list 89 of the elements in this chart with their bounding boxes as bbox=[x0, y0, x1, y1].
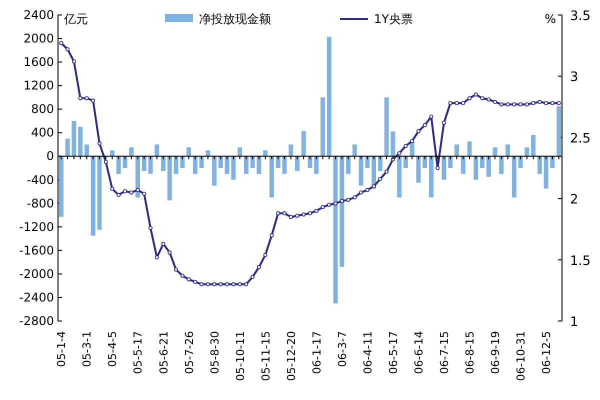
y-tick-label: -400 bbox=[26, 172, 54, 187]
y2-tick-label: 3.5 bbox=[570, 9, 591, 24]
bar bbox=[192, 156, 198, 174]
bar bbox=[480, 156, 484, 168]
bar bbox=[212, 156, 217, 186]
bar bbox=[352, 144, 357, 156]
bar bbox=[116, 156, 121, 174]
legend-label: 1Y央票 bbox=[374, 12, 413, 26]
bar bbox=[167, 156, 172, 200]
x-tick-label: 06-12-5 bbox=[540, 331, 554, 374]
bar bbox=[454, 144, 459, 156]
y-tick-label: 2000 bbox=[23, 32, 54, 46]
x-tick-label: 06-4-11 bbox=[361, 331, 374, 374]
y-tick-label: -800 bbox=[26, 196, 54, 210]
bar bbox=[154, 144, 160, 156]
y-tick-label: 800 bbox=[31, 102, 54, 116]
bar bbox=[244, 156, 248, 174]
x-tick-label: 05-10-11 bbox=[234, 331, 247, 381]
x-tick-label: 05-3-1 bbox=[80, 331, 94, 367]
y-tick-label: 1200 bbox=[23, 78, 54, 93]
x-tick-label: 06-6-14 bbox=[412, 331, 426, 374]
bar bbox=[136, 156, 140, 198]
bar bbox=[161, 156, 166, 171]
bar bbox=[199, 156, 204, 168]
bar bbox=[518, 156, 523, 168]
y-tick-label: -2800 bbox=[19, 314, 54, 328]
bar bbox=[129, 147, 134, 156]
y-tick-label: 2400 bbox=[23, 8, 54, 22]
bar bbox=[78, 126, 83, 156]
y-tick-label: -2400 bbox=[19, 290, 54, 304]
bar bbox=[301, 130, 306, 156]
y2-tick-label: 2 bbox=[570, 192, 578, 208]
x-tick-label: 05-7-26 bbox=[182, 331, 196, 374]
bar bbox=[378, 156, 382, 171]
x-tick-label: 05-5-17 bbox=[132, 331, 145, 374]
y2-tick-label: 1 bbox=[570, 315, 578, 330]
bar bbox=[448, 156, 453, 168]
bar bbox=[142, 156, 146, 171]
bar bbox=[474, 156, 478, 180]
bar bbox=[524, 147, 530, 156]
bar bbox=[218, 156, 223, 168]
bar bbox=[58, 156, 64, 217]
y-tick-label: -1200 bbox=[19, 220, 54, 234]
bar bbox=[346, 156, 351, 174]
x-tick-label: 06-1-17 bbox=[310, 331, 324, 374]
bar bbox=[486, 156, 491, 177]
bar bbox=[506, 144, 510, 156]
y-tick-label: -1600 bbox=[19, 243, 54, 258]
bar bbox=[422, 156, 428, 168]
bar bbox=[499, 156, 504, 174]
bar bbox=[460, 156, 466, 174]
bar bbox=[537, 156, 542, 174]
x-tick-label: 05-11-15 bbox=[259, 331, 272, 381]
x-tick-label: 06-8-15 bbox=[463, 331, 476, 374]
y-tick-label: 400 bbox=[31, 126, 54, 140]
bar bbox=[295, 156, 300, 171]
bar bbox=[84, 144, 89, 156]
x-tick-label: 05-1-4 bbox=[55, 331, 68, 367]
bar bbox=[416, 156, 421, 183]
bar bbox=[326, 36, 332, 156]
x-tick-label: 05-12-20 bbox=[284, 331, 298, 381]
x-tick-label: 05-4-5 bbox=[106, 331, 120, 367]
bar bbox=[531, 135, 536, 156]
y2-tick-label: 3 bbox=[570, 70, 578, 86]
y-tick-label: 0 bbox=[46, 149, 54, 164]
bar bbox=[288, 144, 294, 156]
y2-tick-label: 2.5 bbox=[570, 131, 591, 146]
y2-tick-label: 1.5 bbox=[570, 254, 591, 269]
x-tick-label: 06-7-15 bbox=[438, 331, 451, 374]
bar bbox=[238, 147, 242, 156]
bar bbox=[512, 156, 516, 198]
x-tick-label: 06-5-17 bbox=[386, 331, 400, 374]
bar bbox=[442, 156, 446, 180]
x-tick-label: 06-3-7 bbox=[336, 331, 349, 367]
x-tick-label: 05-6-21 bbox=[157, 331, 170, 374]
bar bbox=[403, 156, 408, 168]
y-tick-label: 1600 bbox=[23, 55, 54, 70]
bar bbox=[320, 97, 325, 156]
bar bbox=[269, 156, 274, 198]
y-axis-title: 亿元 bbox=[63, 12, 88, 26]
legend-label: 净投放现金额 bbox=[199, 12, 271, 26]
bar bbox=[314, 156, 319, 174]
x-tick-label: 06-10-31 bbox=[514, 331, 528, 381]
bar bbox=[186, 147, 192, 156]
bar bbox=[428, 156, 434, 198]
x-tick-label: 05-8-30 bbox=[208, 331, 222, 374]
y2-axis-title: % bbox=[544, 12, 556, 26]
y-tick-label: -2000 bbox=[19, 266, 54, 281]
x-tick-label: 06-9-19 bbox=[489, 331, 502, 374]
